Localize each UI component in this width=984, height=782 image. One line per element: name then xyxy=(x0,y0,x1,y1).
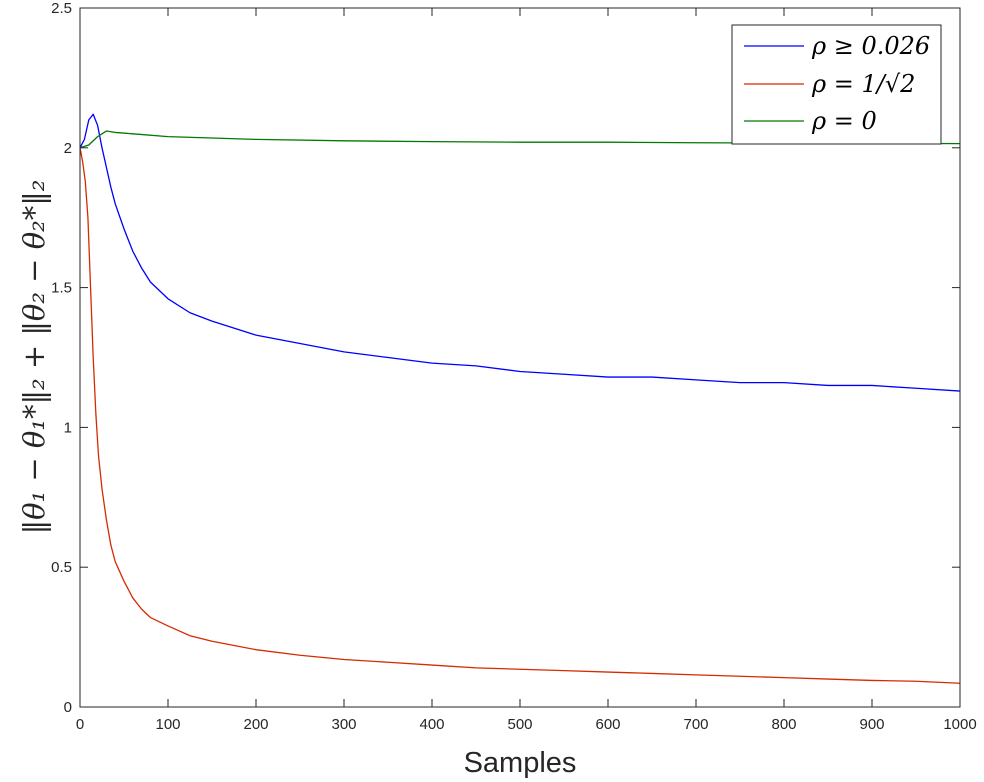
x-tick-label-3: 300 xyxy=(331,716,356,733)
y-tick-label-2: 1 xyxy=(64,419,72,436)
x-tick-label-6: 600 xyxy=(595,716,620,733)
y-tick-label-1: 0.5 xyxy=(51,559,72,576)
legend-label-1: ρ = 1/√2 xyxy=(811,70,915,98)
svg-text:‖θ₁ − θ₁*‖₂ + ‖θ₂ − θ₂*‖₂: ‖θ₁ − θ₁*‖₂ + ‖θ₂ − θ₂*‖₂ xyxy=(17,180,51,535)
y-tick-label-0: 0 xyxy=(64,699,72,716)
series-line-0 xyxy=(79,113,961,392)
y-axis-label: ‖θ₁ − θ₁*‖₂ + ‖θ₂ − θ₂*‖₂ xyxy=(17,180,51,535)
x-tick-label-0: 0 xyxy=(76,716,84,733)
x-tick-label-2: 200 xyxy=(243,716,268,733)
legend: ρ ≥ 0.026 ρ = 1/√2 ρ = 0 xyxy=(731,24,942,145)
y-tick-label-3: 1.5 xyxy=(51,280,72,297)
x-tick-label-9: 900 xyxy=(859,716,884,733)
ticks-layer: 0 100 200 300 400 500 600 700 800 900 1000 0 0.5 1 1.5… xyxy=(51,0,977,733)
x-tick-label-4: 400 xyxy=(419,716,444,733)
legend-label-2: ρ = 0 xyxy=(811,107,877,135)
x-tick-label-1: 100 xyxy=(155,716,180,733)
y-tick-label-4: 2 xyxy=(64,140,72,157)
legend-label-0: ρ ≥ 0.026 xyxy=(811,32,930,60)
y-tick-label-5: 2.5 xyxy=(51,0,72,17)
x-tick-label-7: 700 xyxy=(683,716,708,733)
x-axis-label: Samples xyxy=(464,747,577,779)
x-tick-label-5: 500 xyxy=(507,716,532,733)
x-tick-label-8: 800 xyxy=(771,716,796,733)
series-line-1 xyxy=(79,147,961,684)
x-tick-label-10: 1000 xyxy=(943,716,976,733)
